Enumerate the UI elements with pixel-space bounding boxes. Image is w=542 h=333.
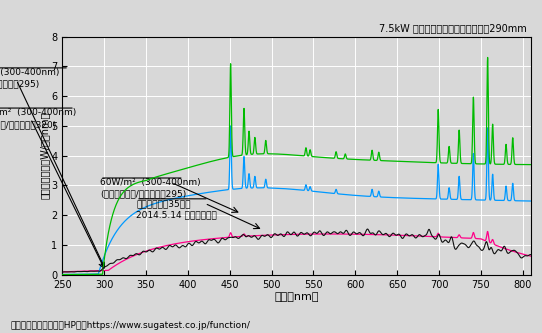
Text: 162W/m²  (300-400nm): 162W/m² (300-400nm): [0, 108, 76, 117]
Text: 180W/m²  (300-400nm): 180W/m² (300-400nm): [0, 68, 60, 77]
Text: (インナー石英/アウター＃295): (インナー石英/アウター＃295): [100, 189, 186, 198]
Text: (インナー石英/アウター＃295): (インナー石英/アウター＃295): [0, 80, 40, 89]
Text: 7.5kW キセノンランプ　測定距離：290mm: 7.5kW キセノンランプ 測定距離：290mm: [379, 23, 526, 33]
Text: 太陽光（南面35度）: 太陽光（南面35度）: [136, 199, 190, 208]
Text: 参照：スガ試験機株式HP　　https://www.sugatest.co.jp/function/: 参照：スガ試験機株式HP https://www.sugatest.co.jp/…: [11, 321, 251, 330]
Text: 60W/m²  (300-400nm): 60W/m² (300-400nm): [100, 178, 201, 187]
Text: 2014.5.14 新宿（東京）: 2014.5.14 新宿（東京）: [136, 210, 217, 219]
Y-axis label: 分光放射照度（W/㎡シnm）: 分光放射照度（W/㎡シnm）: [40, 112, 50, 199]
X-axis label: 波長（nm）: 波長（nm）: [274, 292, 319, 302]
Text: (インナー石英/アウター＃320): (インナー石英/アウター＃320): [0, 120, 56, 129]
